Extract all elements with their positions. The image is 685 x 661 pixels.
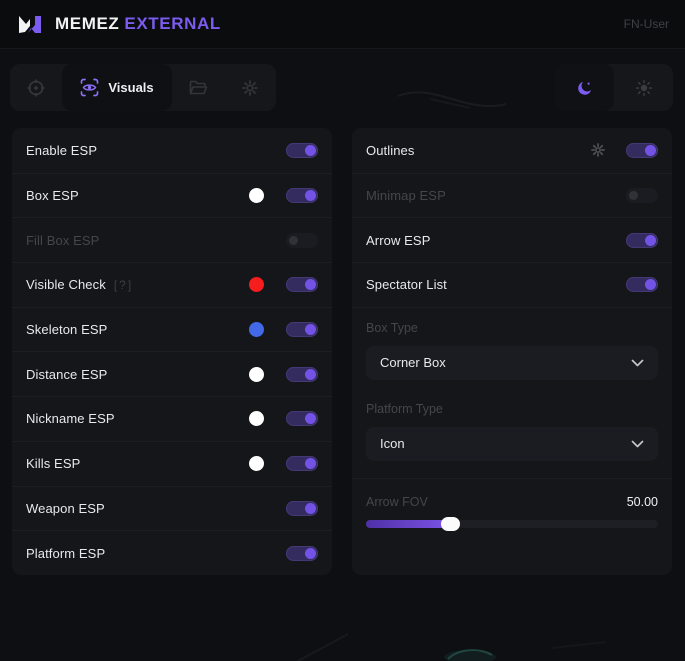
setting-row-skeleton-esp: Skeleton ESP	[12, 307, 332, 352]
box-esp-toggle[interactable]	[286, 188, 318, 204]
setting-label: Distance ESP	[26, 366, 108, 382]
box-type-value: Corner Box	[380, 355, 446, 371]
setting-label: Kills ESP	[26, 456, 81, 472]
setting-row-fill-box-esp: Fill Box ESP	[12, 217, 332, 262]
nickname-esp-toggle[interactable]	[286, 411, 318, 427]
arrow-fov-header: Arrow FOV 50.00	[366, 495, 658, 509]
theme-switcher	[555, 64, 673, 111]
chevron-down-icon	[631, 359, 644, 367]
arrow-fov-value: 50.00	[626, 494, 658, 509]
outlines-settings-button[interactable]	[590, 142, 606, 158]
setting-row-outlines: Outlines	[352, 128, 672, 173]
sun-icon	[635, 79, 652, 96]
username-label: FN-User	[623, 17, 669, 31]
weapon-esp-toggle[interactable]	[286, 500, 318, 516]
esp-settings-panel: Enable ESP Box ESP Fill Box ESP Visible …	[12, 128, 332, 575]
slider-knob[interactable]	[440, 516, 460, 531]
title-bar: MEMEZ EXTERNAL FN-User	[0, 0, 685, 49]
setting-label: Minimap ESP	[366, 188, 446, 204]
arrow-fov-label: Arrow FOV	[366, 494, 428, 509]
setting-label: Outlines	[366, 142, 415, 158]
arrow-esp-toggle[interactable]	[626, 232, 658, 248]
memez-logo-icon	[19, 16, 41, 33]
setting-label: Enable ESP	[26, 142, 98, 158]
fill-box-esp-toggle[interactable]	[286, 232, 318, 248]
outlines-toggle[interactable]	[626, 142, 658, 158]
tab-configs[interactable]	[172, 64, 224, 111]
enable-esp-toggle[interactable]	[286, 142, 318, 158]
setting-row-spectator-list: Spectator List	[352, 262, 672, 307]
setting-label: Weapon ESP	[26, 500, 105, 516]
kills-esp-color-swatch[interactable]	[249, 456, 264, 472]
folder-icon	[189, 80, 207, 94]
theme-light-button[interactable]	[614, 64, 673, 111]
setting-row-nickname-esp: Nickname ESP	[12, 396, 332, 441]
esp-options-panel: Outlines Minimap ESP Arrow ESP Spectator…	[352, 128, 672, 575]
brand-primary: MEMEZ	[55, 14, 120, 33]
setting-row-minimap-esp: Minimap ESP	[352, 173, 672, 218]
minimap-esp-toggle[interactable]	[626, 188, 658, 204]
tab-visuals-label: Visuals	[108, 80, 154, 95]
distance-esp-toggle[interactable]	[286, 366, 318, 382]
brand-title: MEMEZ EXTERNAL	[55, 14, 221, 34]
setting-label: Fill Box ESP	[26, 232, 100, 248]
setting-row-platform-esp: Platform ESP	[12, 530, 332, 575]
gear-icon	[242, 79, 258, 96]
visuals-eye-icon	[80, 78, 99, 97]
setting-row-kills-esp: Kills ESP	[12, 441, 332, 486]
help-hint[interactable]: [?]	[113, 277, 134, 292]
setting-label: Box ESP	[26, 188, 79, 204]
arrow-fov-slider[interactable]	[366, 516, 658, 531]
box-type-dropdown[interactable]: Corner Box	[366, 345, 658, 380]
nickname-esp-color-swatch[interactable]	[249, 411, 264, 427]
setting-label: Spectator List	[366, 277, 447, 293]
visible-check-color-swatch[interactable]	[249, 277, 264, 293]
slider-fill	[366, 519, 451, 528]
setting-label: Arrow ESP	[366, 232, 431, 248]
setting-row-weapon-esp: Weapon ESP	[12, 486, 332, 531]
platform-esp-toggle[interactable]	[286, 545, 318, 561]
setting-row-arrow-esp: Arrow ESP	[352, 217, 672, 262]
gear-icon	[591, 143, 605, 158]
setting-label: Visible Check	[26, 277, 106, 293]
setting-row-distance-esp: Distance ESP	[12, 351, 332, 396]
crosshair-icon	[27, 79, 45, 96]
moon-icon	[577, 81, 591, 95]
platform-type-value: Icon	[380, 436, 405, 452]
setting-label: Nickname ESP	[26, 411, 115, 427]
platform-type-dropdown[interactable]: Icon	[366, 426, 658, 461]
tab-settings[interactable]	[224, 64, 276, 111]
tab-strip: Visuals	[10, 64, 276, 111]
kills-esp-toggle[interactable]	[286, 456, 318, 472]
setting-label: Skeleton ESP	[26, 322, 108, 338]
skeleton-esp-color-swatch[interactable]	[249, 322, 264, 338]
distance-esp-color-swatch[interactable]	[249, 366, 264, 382]
skeleton-esp-toggle[interactable]	[286, 322, 318, 338]
setting-row-box-esp: Box ESP	[12, 173, 332, 218]
brand-accent: EXTERNAL	[124, 14, 221, 33]
chevron-down-icon	[631, 440, 644, 448]
tab-aimbot[interactable]	[10, 64, 62, 111]
setting-label: Platform ESP	[26, 545, 106, 561]
setting-row-visible-check: Visible Check [?]	[12, 262, 332, 307]
platform-type-label: Platform Type	[366, 401, 443, 416]
tab-visuals[interactable]: Visuals	[62, 64, 172, 111]
divider	[352, 478, 672, 479]
visible-check-toggle[interactable]	[286, 277, 318, 293]
box-type-label: Box Type	[366, 320, 418, 335]
setting-row-enable-esp: Enable ESP	[12, 128, 332, 173]
spectator-list-toggle[interactable]	[626, 277, 658, 293]
divider	[352, 307, 672, 308]
box-esp-color-swatch[interactable]	[249, 188, 264, 204]
theme-dark-button[interactable]	[555, 64, 614, 111]
